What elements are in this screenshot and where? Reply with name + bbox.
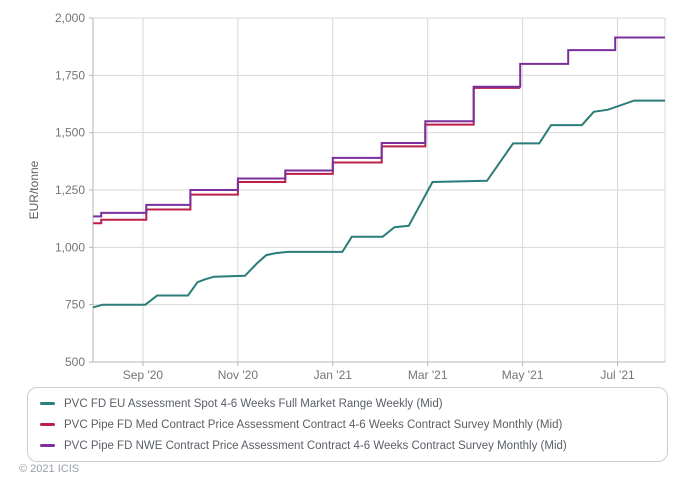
copyright-text: © 2021 ICIS bbox=[19, 463, 80, 475]
y-tick-label: 1,000 bbox=[55, 240, 85, 254]
y-tick-label: 750 bbox=[65, 298, 85, 312]
series-step bbox=[93, 36, 665, 218]
legend-label: PVC FD EU Assessment Spot 4-6 Weeks Full… bbox=[64, 397, 443, 410]
legend-swatch-teal bbox=[40, 402, 55, 405]
x-tick-label: Nov '20 bbox=[218, 368, 259, 382]
legend-label: PVC Pipe FD Med Contract Price Assessmen… bbox=[64, 418, 563, 431]
x-tick-label: Mar '21 bbox=[408, 368, 448, 382]
legend-item-nwe-contract: PVC Pipe FD NWE Contract Price Assessmen… bbox=[40, 435, 655, 456]
legend-label: PVC Pipe FD NWE Contract Price Assessmen… bbox=[64, 439, 567, 452]
y-tick-label: 1,250 bbox=[55, 183, 85, 197]
series-step bbox=[93, 86, 521, 225]
legend-swatch-crimson bbox=[40, 423, 55, 426]
price-chart-area: 500 750 1,000 1,250 1,500 1,750 2,000 Sep '20 No… bbox=[27, 11, 666, 382]
legend-item-med-contract: PVC Pipe FD Med Contract Price Assessmen… bbox=[40, 414, 655, 435]
y-tick-label: 2,000 bbox=[55, 11, 85, 25]
x-tick-label: Jan '21 bbox=[314, 368, 353, 382]
y-tick-label: 1,500 bbox=[55, 126, 85, 140]
price-chart: 500 750 1,000 1,250 1,500 1,750 2,000 Sep '20 No… bbox=[27, 11, 666, 382]
legend-swatch-purple bbox=[40, 444, 55, 447]
y-axis-title: EUR/tonne bbox=[27, 160, 41, 219]
y-tick-label: 500 bbox=[65, 355, 85, 369]
x-tick-label: May '21 bbox=[502, 368, 544, 382]
series-line bbox=[92, 99, 665, 309]
y-tick-label: 1,750 bbox=[55, 68, 85, 82]
x-tick-label: Sep '20 bbox=[123, 368, 164, 382]
legend: PVC FD EU Assessment Spot 4-6 Weeks Full… bbox=[27, 387, 668, 462]
legend-item-spot-eu: PVC FD EU Assessment Spot 4-6 Weeks Full… bbox=[40, 393, 655, 414]
x-tick-label: Jul '21 bbox=[600, 368, 635, 382]
